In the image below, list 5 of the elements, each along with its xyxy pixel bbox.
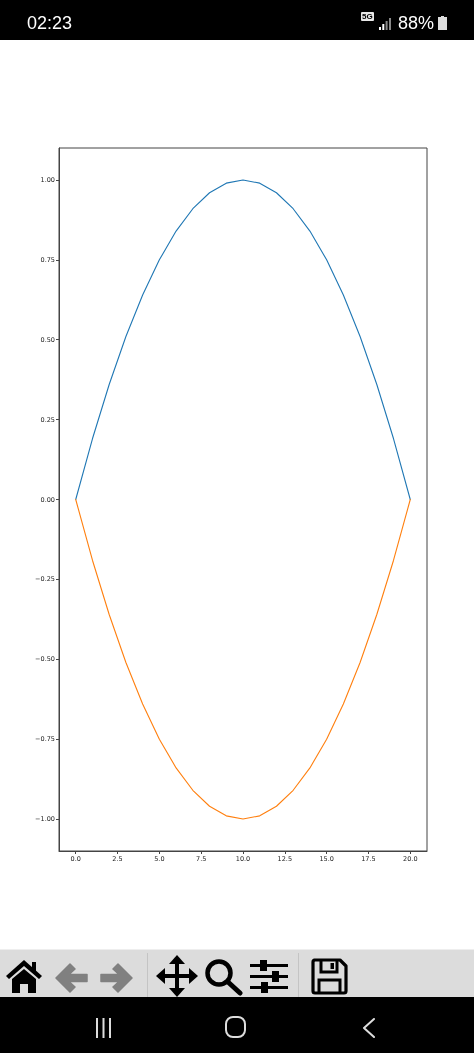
line-series (75, 179, 411, 501)
text: 5G (361, 12, 374, 21)
text: 02:23 (27, 13, 73, 33)
line-series (75, 498, 411, 820)
text: 88% (398, 13, 435, 33)
